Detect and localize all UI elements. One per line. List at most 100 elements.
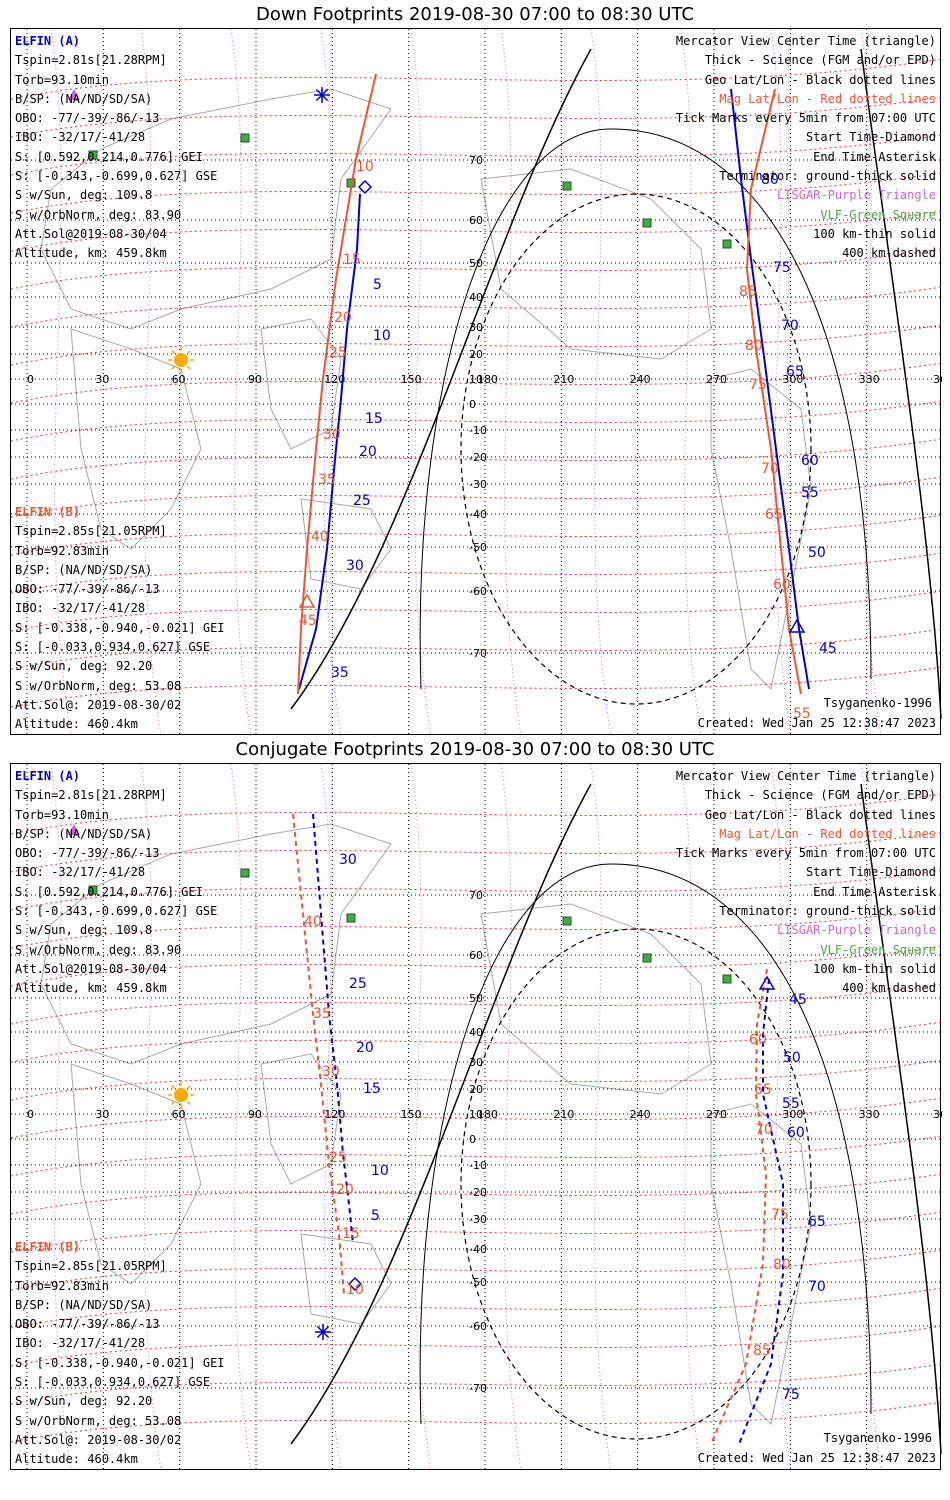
elfin-a-info-line: Torb=93.10min xyxy=(15,807,109,822)
elfin-a-info-line: OBO: -77/-39/-86/-13 xyxy=(15,846,160,861)
elfin-b-info-line: S w/Sun, deg: 92.20 xyxy=(15,1394,153,1409)
elfin-a-info-line: S w/OrbNorm, deg: 83.90 xyxy=(15,942,182,957)
lat-tick-label: -60 xyxy=(469,1320,487,1333)
elfin-a-info-line: B/SP: (NA/ND/SD/SA) xyxy=(15,91,153,106)
elfin-b-tick-label: 30 xyxy=(322,1064,340,1080)
elfin-a-info-line: B/SP: (NA/ND/SD/SA) xyxy=(15,826,153,841)
sun-icon xyxy=(174,353,188,367)
lon-tick-label: 270 xyxy=(706,373,727,386)
elfin-a-info-line: IBO: -32/17/-41/28 xyxy=(15,865,146,880)
elfin-a-tick-label: 15 xyxy=(365,411,383,427)
legend-line: End Time-Asterisk xyxy=(813,884,936,899)
lon-tick-label: 90 xyxy=(248,373,262,386)
elfin-a-info-line: S w/Sun, deg: 109.8 xyxy=(15,923,153,938)
elfin-b-tick-label-right: 70 xyxy=(755,1122,773,1138)
lon-tick-label: 180 xyxy=(477,373,498,386)
lon-tick-label: 0 xyxy=(27,373,34,386)
elfin-a-header: ELFIN (A) xyxy=(15,34,81,48)
elfin-b-info-line: Torb=92.83min xyxy=(15,543,109,558)
elfin-a-tick-label: 5 xyxy=(371,1208,380,1224)
elfin-b-info-line: Altitude: 460.4km xyxy=(15,717,138,732)
sun-ray xyxy=(186,1100,191,1105)
lat-tick-label: -10 xyxy=(469,1159,487,1172)
elfin-a-tick-label-right: 75 xyxy=(782,1387,800,1403)
lon-tick-label: 150 xyxy=(401,1108,422,1121)
elfin-a-tick-label-right: 45 xyxy=(819,641,837,657)
mag-lon-line xyxy=(770,764,792,1471)
vlf-station-square xyxy=(642,953,652,963)
mag-lat-line xyxy=(11,362,942,404)
legend-line: Tick Marks every 5min from 07:00 UTC xyxy=(675,111,936,126)
mag-lat-line xyxy=(11,324,942,366)
center-time-triangle-a xyxy=(758,975,776,990)
sun-ray xyxy=(186,350,191,355)
elfin-b-info-line: IBO: -32/17/-41/28 xyxy=(15,601,146,616)
lat-tick-label: -40 xyxy=(469,508,487,521)
elfin-b-track-right xyxy=(745,88,802,695)
elfin-b-track-left xyxy=(297,73,377,695)
mag-lat-line xyxy=(11,476,942,518)
mag-lon-line xyxy=(590,29,612,736)
map-svg: 0306090120150180210240270300330360706050… xyxy=(11,29,942,736)
lon-tick-label: 120 xyxy=(324,1108,345,1121)
elfin-b-tick-label: 35 xyxy=(318,472,336,488)
lon-tick-label: 150 xyxy=(401,373,422,386)
vlf-station-square xyxy=(562,181,572,191)
elfin-b-tick-label: 40 xyxy=(311,529,329,545)
elfin-a-track-right xyxy=(738,978,784,1445)
elfin-b-tick-label: 10 xyxy=(356,159,374,175)
altitude-400km-curve xyxy=(460,928,812,1440)
elfin-a-info: ELFIN (A) Tspin=2.81s[21.28RPM] Torb=93.10… xyxy=(15,32,217,264)
elfin-a-info-line: Att.Sol@2019-08-30/04 xyxy=(15,226,167,241)
mag-lat-line xyxy=(11,1287,942,1329)
mag-lat-line xyxy=(11,1363,942,1405)
mag-lon-line xyxy=(680,764,702,1471)
mag-lat-line xyxy=(11,945,942,987)
elfin-a-info-line: Tspin=2.81s[21.28RPM] xyxy=(15,53,167,68)
vlf-station-square xyxy=(722,239,732,249)
vlf-station-square xyxy=(240,133,250,143)
elfin-a-info-line: S w/Sun, deg: 109.8 xyxy=(15,188,153,203)
mag-lon-line xyxy=(230,29,252,736)
elfin-b-info-line: S w/OrbNorm, deg: 53.08 xyxy=(15,678,182,693)
elfin-a-info-line: S: [0.592,0.214,0.776] GEI xyxy=(15,149,203,164)
legend-line: LISGAR-Purple Triangle xyxy=(777,923,936,938)
elfin-b-header: ELFIN (B) xyxy=(15,505,81,519)
elfin-b-tick-label: 15 xyxy=(343,252,361,268)
lat-tick-label: -60 xyxy=(469,585,487,598)
mag-lat-line xyxy=(11,907,942,949)
mag-lat-line xyxy=(11,1249,942,1291)
altitude-100km-curve xyxy=(419,128,872,690)
elfin-a-header: ELFIN (A) xyxy=(15,769,81,783)
elfin-b-info-line: S w/OrbNorm, deg: 53.08 xyxy=(15,1413,182,1428)
elfin-b-tick-label: 35 xyxy=(313,1006,331,1022)
land-outline-3 xyxy=(300,498,392,590)
elfin-a-tick-label: 10 xyxy=(373,328,391,344)
mag-lon-line xyxy=(50,29,72,736)
elfin-a-info: ELFIN (A) Tspin=2.81s[21.28RPM] Torb=93.10… xyxy=(15,767,217,999)
land-outline-0 xyxy=(40,823,392,1065)
center-time-triangle-a xyxy=(788,618,806,633)
map-svg: 0306090120150180210240270300330360706050… xyxy=(11,764,942,1471)
lon-tick-label: 300 xyxy=(782,1108,803,1121)
legend-line: 400 km-dashed xyxy=(842,246,936,261)
elfin-b-info-line: S: [-0.033,0.934,0.627] GSE xyxy=(15,640,211,655)
lon-tick-label: 360 xyxy=(933,1108,942,1121)
lat-tick-label: -40 xyxy=(469,1243,487,1256)
sun-ray xyxy=(186,365,191,370)
elfin-a-info-line: Att.Sol@2019-08-30/04 xyxy=(15,961,167,976)
elfin-a-track-left xyxy=(312,813,354,1245)
mag-lat-line xyxy=(11,869,942,911)
elfin-b-tick-label: 40 xyxy=(304,914,322,930)
elfin-a-tick-label-right: 65 xyxy=(786,364,804,380)
mag-lat-line xyxy=(11,983,942,1025)
elfin-b-tick-label-right: 65 xyxy=(765,507,783,523)
mag-lat-line xyxy=(11,628,942,670)
center-time-triangle-b xyxy=(298,593,316,608)
elfin-b-tick-label: 45 xyxy=(299,613,317,629)
lisgar-triangle xyxy=(68,89,80,100)
terminator-line-right xyxy=(860,783,942,1455)
elfin-a-tick-label-right: 45 xyxy=(789,992,807,1008)
elfin-b-tick-label: 15 xyxy=(342,1226,360,1242)
elfin-a-tick-label-right: 70 xyxy=(808,1279,826,1295)
